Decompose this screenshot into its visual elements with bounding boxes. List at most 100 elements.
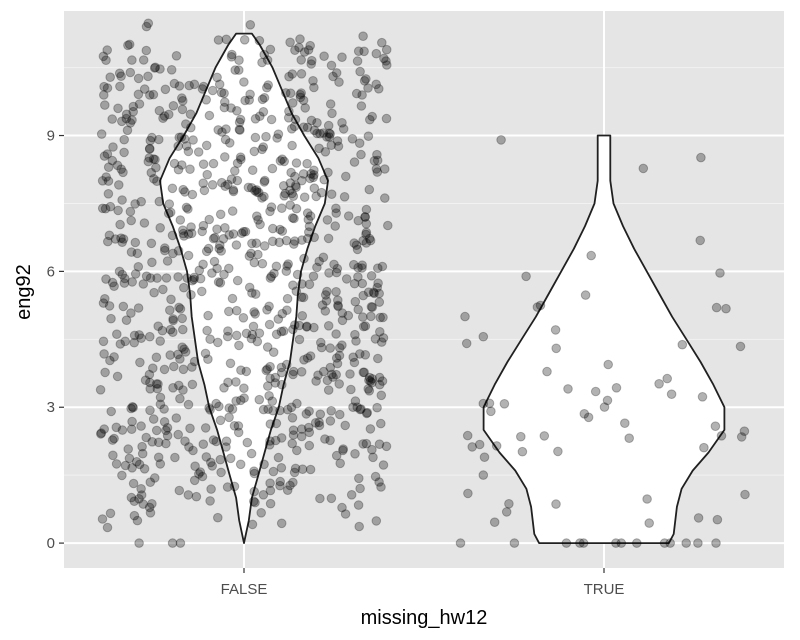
- data-point-false: [284, 71, 294, 82]
- data-point-false: [158, 284, 168, 295]
- data-point-false: [110, 234, 121, 244]
- data-point-false: [147, 132, 157, 143]
- data-point-false: [275, 405, 285, 416]
- data-point-false: [224, 403, 234, 413]
- data-point-false: [358, 235, 368, 246]
- data-point-false: [177, 93, 187, 103]
- data-point-false: [365, 424, 376, 434]
- data-point-false: [304, 440, 315, 451]
- data-point-false: [371, 48, 382, 59]
- data-point-false: [312, 262, 322, 273]
- data-point-false: [314, 420, 325, 431]
- data-point-false: [102, 149, 113, 159]
- data-point-false: [322, 215, 333, 225]
- data-point-false: [270, 435, 281, 446]
- data-point-false: [143, 71, 153, 82]
- data-point-true: [478, 470, 489, 480]
- data-point-false: [186, 290, 196, 300]
- data-point-false: [258, 107, 269, 117]
- data-point-true: [677, 339, 688, 350]
- data-point-false: [346, 490, 357, 500]
- data-point-false: [324, 128, 335, 138]
- data-point-false: [374, 288, 385, 299]
- y-tick-label: 9: [47, 128, 55, 145]
- data-point-false: [245, 20, 256, 30]
- data-point-false: [380, 193, 390, 203]
- data-point-false: [155, 399, 166, 410]
- data-point-false: [365, 376, 376, 387]
- data-point-false: [246, 333, 257, 344]
- data-point-false: [215, 240, 225, 250]
- data-point-false: [235, 125, 245, 135]
- data-point-false: [132, 248, 143, 259]
- data-point-false: [177, 342, 187, 353]
- data-point-false: [287, 413, 298, 423]
- data-point-false: [129, 337, 139, 348]
- data-point-false: [292, 445, 302, 456]
- data-point-false: [286, 402, 297, 413]
- data-point-false: [269, 268, 279, 279]
- data-point-false: [268, 466, 279, 477]
- data-point-false: [215, 454, 226, 465]
- data-point-false: [379, 53, 389, 64]
- data-point-false: [222, 331, 233, 342]
- data-point-false: [145, 135, 156, 146]
- data-point-false: [271, 329, 282, 340]
- data-point-false: [378, 333, 389, 343]
- data-point-false: [120, 273, 130, 284]
- data-point-false: [337, 315, 348, 326]
- data-point-false: [276, 362, 287, 373]
- data-point-false: [201, 246, 212, 257]
- data-point-false: [189, 274, 199, 285]
- data-point-false: [351, 88, 362, 99]
- data-point-true: [504, 499, 514, 509]
- data-point-false: [265, 498, 276, 509]
- data-point-false: [332, 136, 343, 146]
- data-point-false: [124, 39, 135, 50]
- data-point-false: [289, 213, 299, 224]
- data-point-false: [204, 214, 214, 225]
- data-point-false: [265, 361, 275, 372]
- data-point-true: [517, 446, 528, 457]
- data-point-false: [285, 200, 296, 210]
- data-point-false: [320, 434, 330, 444]
- data-point-false: [318, 252, 329, 263]
- data-point-false: [167, 538, 178, 548]
- data-point-false: [320, 147, 331, 157]
- data-point-false: [376, 418, 386, 429]
- data-point-false: [188, 135, 198, 145]
- data-point-false: [372, 167, 383, 177]
- data-point-false: [174, 81, 185, 91]
- data-point-false: [101, 55, 111, 66]
- data-point-false: [214, 401, 224, 412]
- data-point-false: [231, 377, 241, 387]
- data-point-false: [229, 481, 240, 492]
- data-point-false: [305, 173, 315, 184]
- data-point-false: [353, 500, 364, 510]
- data-point-false: [290, 180, 301, 191]
- data-point-false: [150, 62, 161, 73]
- data-point-false: [200, 348, 211, 359]
- data-point-false: [328, 71, 338, 82]
- data-point-false: [296, 431, 307, 442]
- data-point-false: [364, 375, 374, 386]
- data-point-false: [296, 88, 307, 98]
- data-point-false: [173, 349, 183, 360]
- data-point-false: [232, 175, 243, 186]
- data-point-false: [183, 250, 194, 261]
- data-point-false: [304, 221, 315, 232]
- data-point-false: [337, 52, 347, 63]
- data-point-false: [153, 452, 164, 463]
- data-point-false: [325, 416, 336, 426]
- data-point-false: [244, 282, 255, 293]
- data-point-false: [338, 444, 349, 454]
- data-point-false: [101, 274, 111, 284]
- data-point-false: [137, 448, 148, 459]
- data-point-false: [348, 402, 358, 413]
- data-point-true: [461, 338, 472, 349]
- data-point-false: [249, 496, 259, 507]
- data-point-true: [478, 331, 489, 342]
- data-point-false: [115, 339, 126, 349]
- data-point-false: [331, 68, 342, 78]
- data-point-false: [198, 439, 209, 450]
